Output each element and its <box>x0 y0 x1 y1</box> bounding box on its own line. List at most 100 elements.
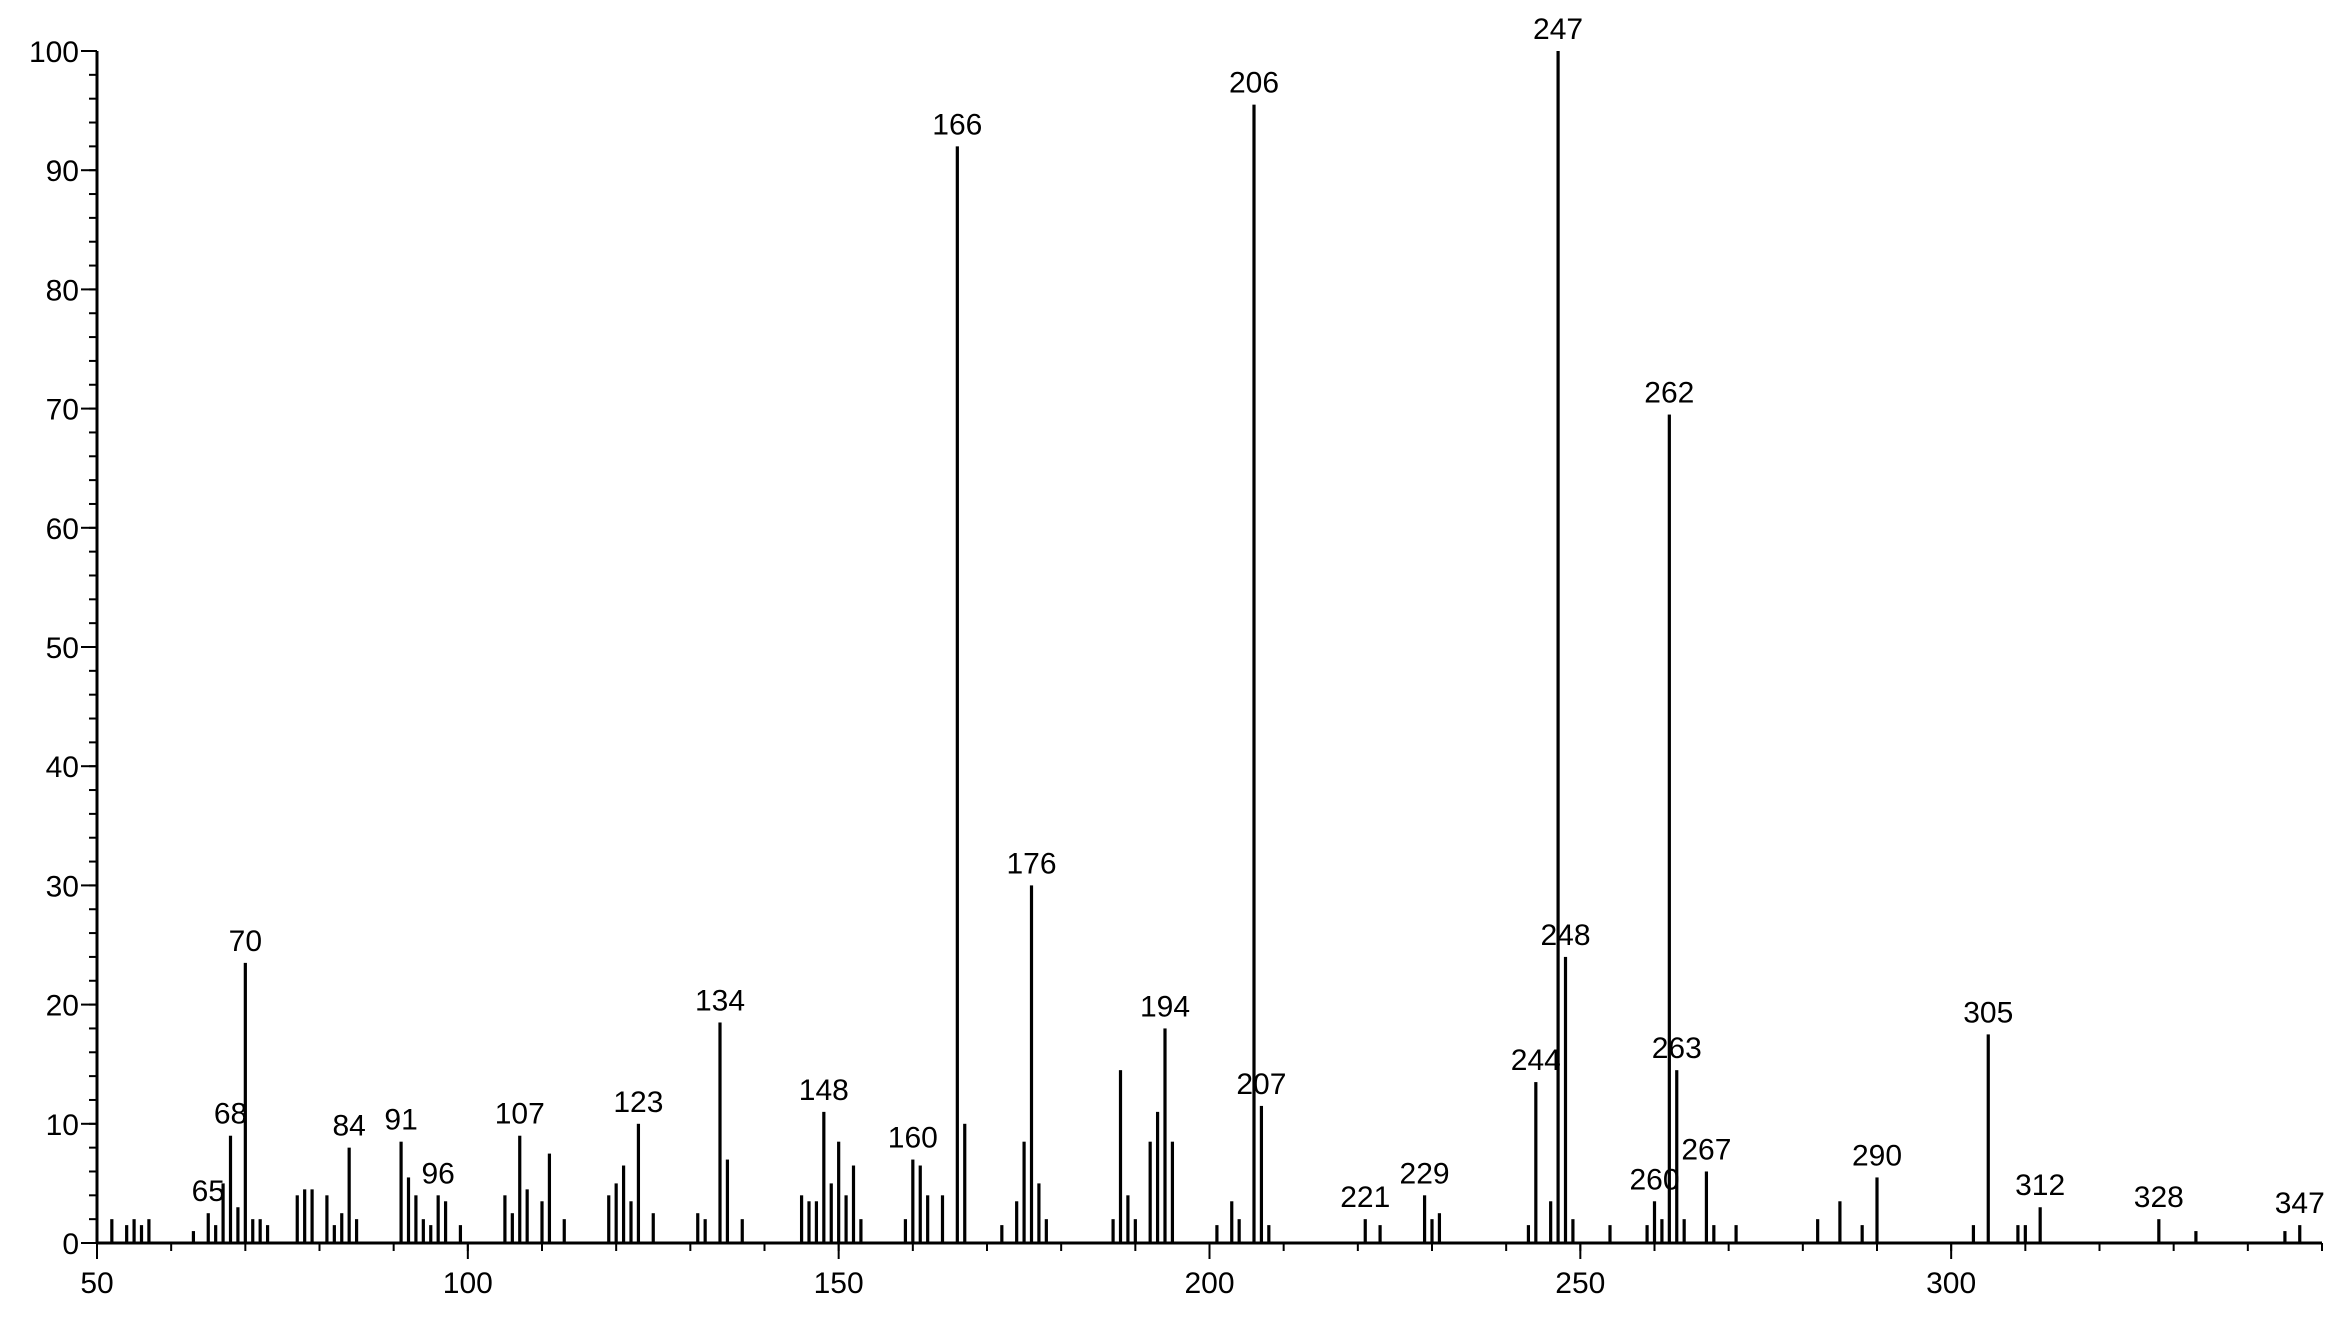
peak <box>228 1135 233 1243</box>
peak <box>1437 1213 1442 1243</box>
peak <box>406 1177 411 1243</box>
x-tick-label: 50 <box>80 1267 113 1300</box>
peak-label: 206 <box>1229 67 1279 100</box>
peak <box>1971 1225 1976 1243</box>
y-tick-label: 0 <box>62 1228 79 1261</box>
peak-label: 96 <box>421 1157 454 1190</box>
peak <box>718 1022 722 1243</box>
y-tick-label: 60 <box>46 513 79 546</box>
peak <box>1667 414 1671 1243</box>
peak-label: 194 <box>1140 990 1190 1023</box>
peak <box>1682 1219 1686 1243</box>
peak <box>696 1213 700 1243</box>
peak <box>1549 1201 1553 1243</box>
peak <box>963 1123 967 1243</box>
y-tick-label: 10 <box>46 1109 79 1142</box>
peak-label: 68 <box>214 1098 247 1131</box>
peak <box>955 146 959 1244</box>
peak-label: 347 <box>2275 1187 2325 1220</box>
peak <box>1133 1219 1137 1243</box>
peak <box>503 1195 507 1243</box>
peak <box>399 1141 403 1243</box>
peak <box>1652 1201 1657 1243</box>
peak <box>2194 1231 2198 1243</box>
peak <box>132 1219 136 1243</box>
peak <box>629 1201 633 1243</box>
x-tick-label: 200 <box>1184 1267 1234 1300</box>
peak <box>1534 1082 1538 1243</box>
peak <box>191 1231 196 1243</box>
y-tick-label: 40 <box>46 751 79 784</box>
peak <box>214 1225 218 1243</box>
peak <box>525 1189 529 1243</box>
peak <box>421 1219 425 1243</box>
peak <box>458 1225 463 1243</box>
peak <box>607 1195 611 1243</box>
peak <box>110 1219 114 1243</box>
peak <box>740 1219 744 1243</box>
peak-label: 229 <box>1400 1157 1450 1190</box>
y-tick-label: 70 <box>46 394 79 427</box>
peak-label: 328 <box>2134 1181 2184 1214</box>
peak-label: 267 <box>1681 1133 1731 1166</box>
peak <box>540 1201 544 1243</box>
peak-label: 244 <box>1511 1044 1561 1077</box>
peak <box>1363 1219 1367 1243</box>
peak-label: 160 <box>888 1122 938 1155</box>
y-tick-label: 30 <box>46 870 79 903</box>
x-tick-label: 100 <box>443 1267 493 1300</box>
y-tick-label: 100 <box>29 36 79 69</box>
peak <box>1022 1141 1026 1243</box>
peak <box>614 1183 618 1243</box>
peak <box>2283 1231 2287 1243</box>
peak <box>436 1195 440 1243</box>
peak <box>807 1201 811 1243</box>
peak <box>918 1165 922 1243</box>
peak <box>1155 1111 1160 1243</box>
peak <box>1838 1201 1842 1243</box>
peak <box>354 1219 359 1243</box>
y-tick-label: 80 <box>46 274 79 307</box>
peak <box>221 1183 225 1243</box>
peak <box>325 1195 329 1243</box>
peak-label: 247 <box>1533 13 1583 46</box>
peak <box>340 1213 344 1243</box>
peak <box>1029 885 1034 1243</box>
peak <box>303 1189 307 1243</box>
peak <box>1378 1225 1382 1243</box>
peak <box>518 1135 522 1243</box>
peak <box>799 1195 804 1243</box>
peak <box>859 1219 863 1243</box>
peak <box>510 1213 514 1243</box>
peak-label: 221 <box>1340 1181 1390 1214</box>
y-tick-label: 20 <box>46 990 79 1023</box>
peak <box>265 1225 270 1243</box>
peak <box>1712 1225 1716 1243</box>
peak <box>837 1141 841 1243</box>
peak <box>206 1213 210 1243</box>
peak <box>829 1183 833 1243</box>
peak-label: 176 <box>1006 847 1056 880</box>
peak <box>1015 1201 1019 1243</box>
peak <box>1556 51 1560 1243</box>
peak <box>1126 1195 1130 1243</box>
peak <box>258 1219 262 1243</box>
peak-label: 290 <box>1852 1139 1902 1172</box>
peak <box>926 1195 930 1243</box>
peak-label: 134 <box>695 984 745 1017</box>
peak <box>1571 1219 1575 1243</box>
peak <box>429 1225 433 1243</box>
peak <box>547 1153 552 1243</box>
peak <box>940 1195 945 1243</box>
peak-label: 123 <box>613 1086 663 1119</box>
peak-label: 70 <box>229 925 262 958</box>
peak <box>2016 1225 2020 1243</box>
peak-label: 166 <box>932 108 982 141</box>
peak <box>1118 1070 1123 1243</box>
peak <box>1660 1219 1664 1243</box>
x-tick-label: 250 <box>1555 1267 1605 1300</box>
peak <box>1230 1201 1234 1243</box>
peak <box>1645 1225 1649 1243</box>
